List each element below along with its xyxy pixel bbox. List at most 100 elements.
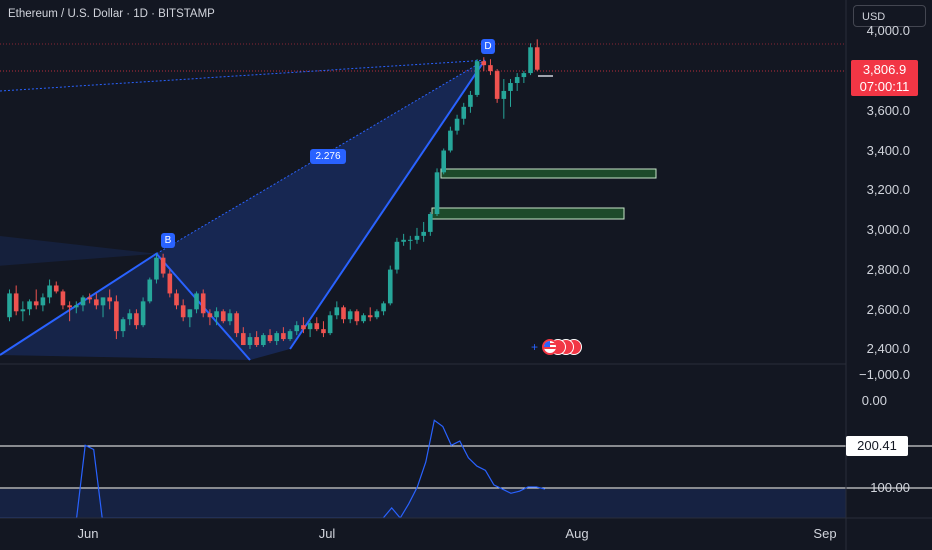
candle [408, 235, 413, 250]
candle [160, 253, 166, 278]
candle [361, 313, 366, 324]
candle-body [521, 73, 527, 78]
y-axis-label: 2,400.0 [866, 341, 910, 356]
candle [200, 289, 206, 318]
candle-body [261, 335, 266, 346]
candle-body [194, 293, 199, 310]
candle-body [40, 297, 46, 306]
candle [40, 293, 46, 312]
candle [254, 331, 259, 348]
candle [220, 309, 226, 324]
candle [454, 114, 460, 135]
candle-body [120, 319, 126, 332]
candle-body [220, 311, 226, 322]
y-axis-label: 3,200.0 [866, 182, 910, 197]
indicator-axis-label: −1,000.0 [859, 367, 910, 382]
bar-countdown: 07:00:11 [859, 79, 910, 94]
x-axis-label: Sep [813, 526, 837, 541]
candle [87, 293, 92, 304]
candle-body [341, 307, 346, 320]
y-axis-label: 4,000.0 [866, 23, 910, 38]
harmonic-pattern [0, 59, 657, 361]
candle-body [207, 313, 213, 318]
candle [461, 102, 467, 125]
indicator-line [0, 419, 546, 518]
y-axis-label: 3,600.0 [866, 103, 910, 118]
candle-body [501, 90, 507, 99]
candle [13, 285, 19, 316]
candle [154, 253, 159, 284]
y-axis-label: 3,400.0 [866, 143, 910, 158]
chart-grid [0, 43, 846, 72]
candle [534, 39, 540, 72]
currency-button[interactable]: USD [853, 5, 926, 27]
add-alert-icon[interactable]: + [531, 340, 539, 354]
candle [261, 333, 266, 348]
candle-body [287, 331, 293, 340]
candle [7, 289, 12, 322]
candle [394, 237, 400, 274]
candle [234, 311, 239, 338]
candle [314, 317, 320, 332]
y-axis-label: 2,600.0 [866, 302, 910, 317]
pattern-xd-line [0, 59, 485, 92]
candle [33, 289, 39, 310]
candle-body [534, 47, 540, 70]
candle-body [448, 130, 453, 151]
candle-body [80, 297, 86, 306]
candle [367, 307, 373, 322]
candle-body [7, 293, 12, 318]
candle-body [200, 293, 206, 314]
us-flag-event-icon[interactable] [542, 339, 584, 355]
candle-body [408, 239, 413, 241]
current-price-tag: 3,806.9 07:00:11 [851, 60, 918, 96]
candle [334, 301, 340, 320]
candle-body [314, 323, 320, 330]
pattern-area [0, 253, 250, 360]
candle-body [434, 172, 440, 215]
candle [508, 79, 513, 107]
y-axis-label: 3,000.0 [866, 222, 910, 237]
candle [354, 309, 360, 326]
candle-body [514, 77, 520, 84]
candle-body [307, 323, 313, 330]
candle [194, 291, 199, 314]
candle [327, 311, 333, 336]
candle [214, 307, 219, 326]
candle [307, 321, 313, 338]
candle-body [454, 118, 460, 131]
symbol-title[interactable]: Ethereum / U.S. Dollar · 1D · BITSTAMP [8, 8, 215, 20]
candle-body [381, 303, 386, 312]
candle [127, 309, 133, 326]
y-axis-label: 2,800.0 [866, 262, 910, 277]
candle-body [140, 301, 146, 326]
candle [247, 333, 253, 349]
candle-body [428, 214, 433, 232]
candle-body [154, 257, 159, 280]
candle-body [13, 293, 19, 312]
candle [100, 297, 106, 318]
candle-body [508, 83, 513, 91]
candle-body [347, 311, 353, 320]
candle-body [281, 333, 286, 340]
x-axis-label: Jun [77, 526, 99, 541]
candle-body [114, 301, 119, 332]
candle [374, 309, 380, 320]
candle [20, 301, 26, 322]
candle [521, 71, 527, 84]
candle [120, 317, 126, 338]
candle-body [414, 235, 420, 240]
pattern-ratio-label: 2.276 [310, 149, 346, 164]
candle-body [488, 65, 493, 72]
candle-body [494, 71, 500, 99]
candle-body [147, 279, 153, 302]
candle-body [87, 297, 92, 300]
candle [488, 59, 493, 76]
x-axis-label: Aug [565, 526, 589, 541]
pattern-bd-line [156, 59, 486, 255]
candle-body [227, 313, 233, 322]
candle-body [127, 313, 133, 320]
candle-body [274, 333, 279, 342]
candle-body [267, 335, 273, 342]
